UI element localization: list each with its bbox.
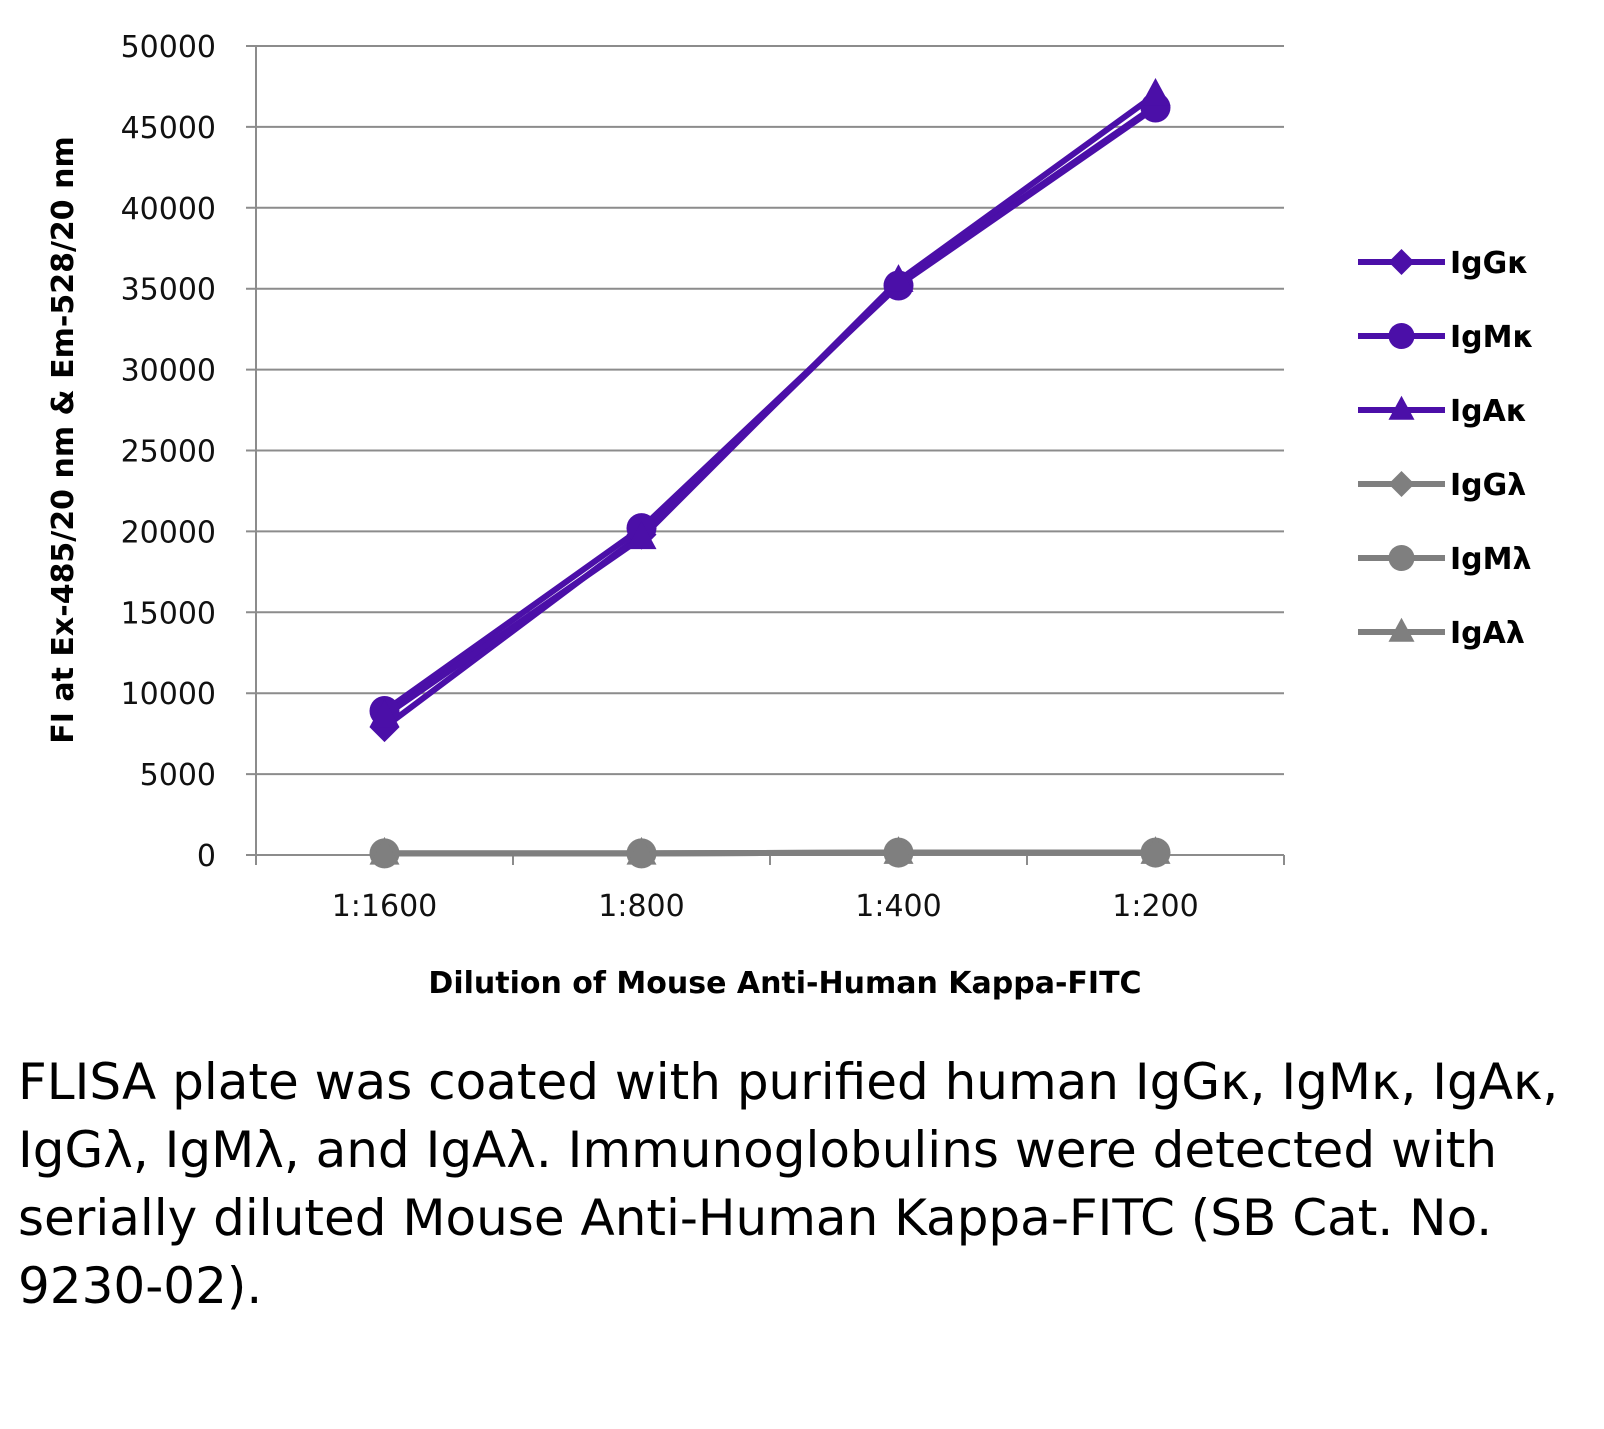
x-tick-label: 1:800 [598, 889, 684, 924]
y-axis-title: FI at Ex-485/20 nm & Em-528/20 nm [46, 136, 81, 743]
y-tick-label: 25000 [121, 435, 216, 470]
y-tick-label: 5000 [140, 758, 216, 793]
series-lines [382, 92, 1158, 857]
x-axis-title: Dilution of Mouse Anti-Human Kappa-FITC [428, 966, 1141, 1001]
legend-marker [1388, 617, 1415, 642]
legend-marker [1388, 471, 1415, 497]
legend-label: IgGλ [1450, 468, 1526, 503]
x-tick-labels: 1:1600 1:800 1:400 1:200 [332, 889, 1199, 924]
legend-label: IgMκ [1450, 320, 1534, 355]
legend-marker [1388, 545, 1415, 571]
series-line [382, 92, 1158, 719]
y-tick-label: 45000 [121, 111, 216, 146]
data-point [369, 699, 400, 728]
y-tick-label: 35000 [121, 273, 216, 308]
axes [246, 46, 1285, 865]
data-point [369, 836, 400, 865]
y-tick-label: 15000 [121, 596, 216, 631]
y-tick-label: 50000 [121, 30, 216, 65]
legend: IgGκ IgMκ IgAκ IgGλ IgMλ IgAλ [1358, 246, 1534, 651]
legend-label: IgAλ [1450, 616, 1525, 651]
y-tick-label: 10000 [121, 677, 216, 712]
figure-caption: FLISA plate was coated with purified hum… [18, 1053, 1559, 1315]
y-tick-label: 0 [197, 839, 216, 874]
line-chart: 0 5000 10000 15000 20000 25000 30000 35000 40000… [46, 30, 1534, 1001]
data-point [1140, 78, 1171, 106]
y-tick-labels: 0 5000 10000 15000 20000 25000 30000 35000 40000… [121, 30, 216, 874]
data-point [1140, 836, 1171, 864]
legend-marker [1388, 395, 1415, 420]
legend-marker [1388, 249, 1415, 275]
series-markers [369, 78, 1171, 869]
legend-label: IgMλ [1450, 542, 1531, 577]
y-tick-label: 40000 [121, 192, 216, 227]
x-tick-label: 1:200 [1112, 889, 1198, 924]
x-tick-label: 1:1600 [332, 889, 438, 924]
data-point [883, 836, 914, 864]
x-tick-label: 1:400 [855, 889, 941, 924]
legend-label: IgGκ [1450, 246, 1529, 281]
series-line [384, 849, 1156, 857]
y-tick-label: 30000 [121, 354, 216, 389]
legend-label: IgAκ [1450, 394, 1527, 429]
y-tick-label: 20000 [121, 515, 216, 550]
legend-marker [1388, 323, 1415, 349]
data-point [626, 521, 657, 550]
data-point [883, 264, 914, 292]
data-point [626, 836, 657, 865]
